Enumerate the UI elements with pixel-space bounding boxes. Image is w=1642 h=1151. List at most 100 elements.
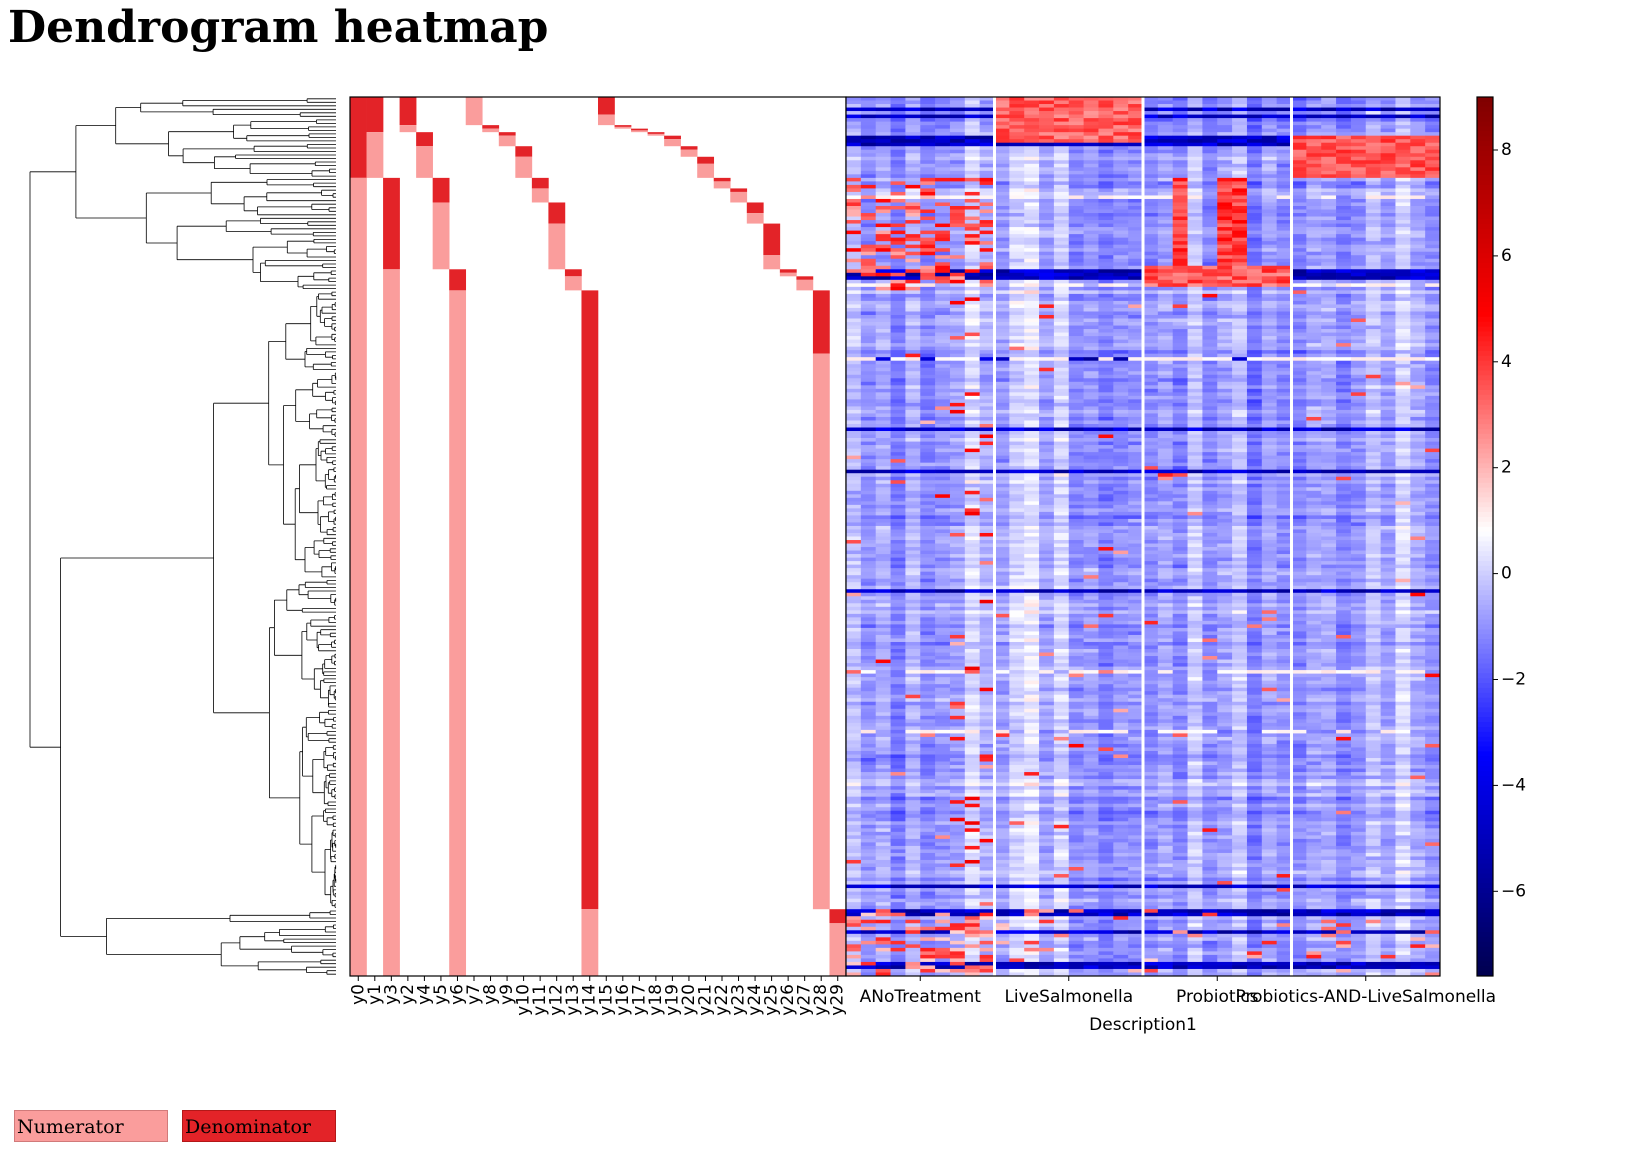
abundance-cell bbox=[994, 100, 1010, 105]
abundance-cell bbox=[1202, 459, 1218, 464]
abundance-cell bbox=[1009, 153, 1025, 158]
abundance-cell bbox=[949, 297, 966, 302]
abundance-cell bbox=[846, 184, 862, 189]
abundance-cell bbox=[890, 423, 906, 428]
abundance-cell bbox=[1098, 227, 1114, 231]
abundance-cell bbox=[1306, 364, 1322, 369]
abundance-cell bbox=[1276, 441, 1292, 446]
abundance-cell bbox=[1039, 135, 1055, 140]
abundance-cell bbox=[1246, 149, 1263, 154]
abundance-cell bbox=[1410, 188, 1426, 193]
abundance-cell bbox=[1053, 241, 1070, 246]
abundance-cell bbox=[994, 251, 1010, 256]
abundance-cell bbox=[1039, 367, 1055, 372]
abundance-cell bbox=[1187, 473, 1203, 478]
abundance-cell bbox=[1261, 181, 1277, 186]
abundance-cell bbox=[1098, 206, 1114, 210]
abundance-cell bbox=[949, 258, 966, 263]
abundance-cell bbox=[846, 118, 862, 122]
abundance-cell bbox=[1128, 339, 1144, 344]
abundance-cell bbox=[1098, 360, 1114, 365]
abundance-cell bbox=[860, 128, 877, 133]
abundance-cell bbox=[1321, 174, 1337, 179]
abundance-cell bbox=[1350, 346, 1367, 351]
abundance-cell bbox=[846, 420, 862, 425]
abundance-cell bbox=[920, 163, 936, 168]
abundance-cell bbox=[1024, 104, 1040, 108]
abundance-cell bbox=[1276, 209, 1292, 214]
abundance-cell bbox=[890, 107, 906, 112]
abundance-cell bbox=[1395, 508, 1411, 513]
abundance-cell bbox=[964, 388, 980, 393]
abundance-cell bbox=[1306, 402, 1322, 407]
abundance-cell bbox=[1024, 181, 1040, 186]
abundance-cell bbox=[905, 163, 921, 168]
abundance-cell bbox=[994, 188, 1010, 193]
abundance-cell bbox=[1187, 272, 1203, 277]
abundance-cell bbox=[964, 339, 980, 344]
abundance-cell bbox=[1321, 262, 1337, 267]
abundance-cell bbox=[1053, 198, 1070, 203]
abundance-cell bbox=[1291, 241, 1307, 246]
abundance-cell bbox=[979, 283, 995, 288]
abundance-cell bbox=[1039, 265, 1055, 270]
abundance-cell bbox=[964, 378, 980, 383]
abundance-cell bbox=[1172, 350, 1188, 355]
abundance-cell bbox=[964, 97, 980, 101]
abundance-cell bbox=[1157, 336, 1174, 340]
balance-cell-y26-numerator bbox=[779, 272, 797, 277]
abundance-cell bbox=[860, 118, 877, 122]
abundance-cell bbox=[994, 216, 1010, 221]
abundance-cell bbox=[1202, 223, 1218, 228]
abundance-cell bbox=[935, 216, 951, 221]
abundance-cell bbox=[1157, 406, 1174, 411]
abundance-cell bbox=[1202, 220, 1218, 224]
abundance-cell bbox=[1143, 508, 1159, 513]
abundance-cell bbox=[1157, 385, 1174, 390]
abundance-cell bbox=[1113, 202, 1129, 207]
abundance-cell bbox=[1365, 156, 1381, 161]
abundance-cell bbox=[1246, 304, 1263, 309]
abundance-cell bbox=[1217, 388, 1233, 393]
abundance-cell bbox=[1276, 367, 1292, 372]
abundance-cell bbox=[890, 128, 906, 133]
abundance-cell bbox=[1306, 346, 1322, 351]
abundance-cell bbox=[935, 431, 951, 435]
abundance-cell bbox=[1068, 297, 1084, 302]
abundance-cell bbox=[1172, 128, 1188, 133]
abundance-cell bbox=[1083, 452, 1099, 456]
abundance-cell bbox=[1024, 483, 1040, 488]
balance-tick-label: y1 bbox=[365, 984, 385, 1005]
abundance-cell bbox=[1395, 402, 1411, 407]
abundance-cell bbox=[1009, 511, 1025, 516]
balance-cell-y0-denominator bbox=[350, 97, 367, 178]
abundance-cell bbox=[1187, 466, 1203, 471]
balance-cell-y3-denominator bbox=[399, 97, 417, 126]
abundance-cell bbox=[979, 343, 995, 347]
abundance-cell bbox=[1098, 329, 1114, 333]
abundance-cell bbox=[1380, 409, 1396, 414]
abundance-cell bbox=[905, 350, 921, 355]
abundance-cell bbox=[1350, 121, 1367, 126]
abundance-cell bbox=[964, 469, 980, 474]
abundance-cell bbox=[1202, 272, 1218, 277]
abundance-cell bbox=[1306, 198, 1322, 203]
abundance-cell bbox=[1395, 441, 1411, 446]
abundance-cell bbox=[949, 156, 966, 161]
abundance-cell bbox=[1039, 307, 1055, 312]
abundance-cell bbox=[964, 353, 980, 358]
abundance-cell bbox=[1157, 399, 1174, 404]
abundance-cell bbox=[920, 332, 936, 337]
abundance-cell bbox=[1276, 445, 1292, 449]
abundance-cell bbox=[1113, 167, 1129, 172]
abundance-cell bbox=[1291, 399, 1307, 404]
abundance-cell bbox=[1232, 420, 1248, 425]
abundance-cell bbox=[1321, 431, 1337, 435]
abundance-cell bbox=[1350, 128, 1367, 133]
abundance-cell bbox=[1068, 497, 1084, 502]
abundance-cell bbox=[1113, 455, 1129, 460]
abundance-cell bbox=[1098, 237, 1114, 242]
abundance-row bbox=[846, 272, 1441, 277]
abundance-cell bbox=[994, 438, 1010, 442]
abundance-cell bbox=[890, 420, 906, 425]
